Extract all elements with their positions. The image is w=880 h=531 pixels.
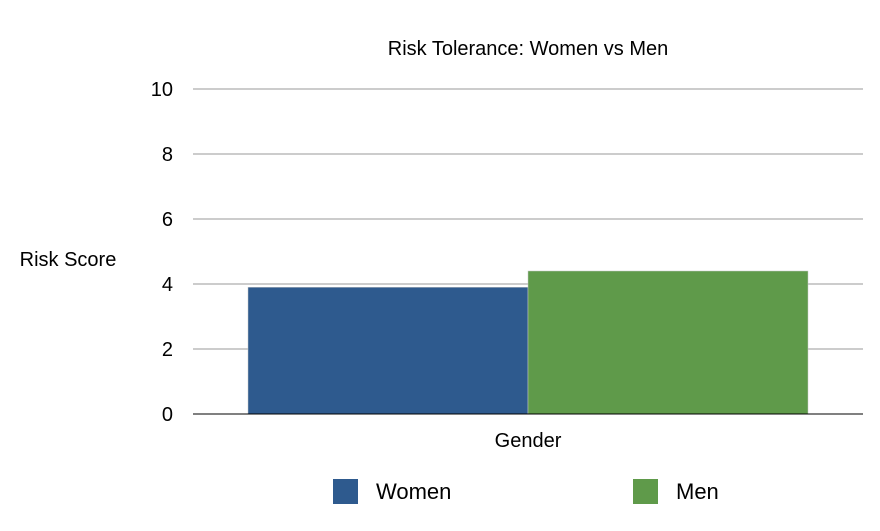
bars (247, 270, 809, 415)
y-tick-label: 10 (151, 79, 173, 101)
y-tick-label: 4 (162, 274, 173, 296)
legend-label-women: Women (376, 479, 451, 504)
legend: Women Men (333, 479, 719, 504)
legend-swatch-women (333, 479, 358, 504)
bar-women (247, 287, 529, 415)
y-axis-label: Risk Score (20, 249, 117, 271)
y-tick-label: 0 (162, 404, 173, 426)
y-tick-label: 2 (162, 339, 173, 361)
legend-swatch-men (633, 479, 658, 504)
bar-men (527, 270, 809, 415)
y-tick-label: 6 (162, 209, 173, 231)
x-axis-label: Gender (495, 430, 562, 452)
chart-title: Risk Tolerance: Women vs Men (388, 38, 668, 60)
y-tick-labels: 0 2 4 6 8 10 (151, 79, 173, 426)
y-tick-label: 8 (162, 144, 173, 166)
legend-label-men: Men (676, 479, 719, 504)
